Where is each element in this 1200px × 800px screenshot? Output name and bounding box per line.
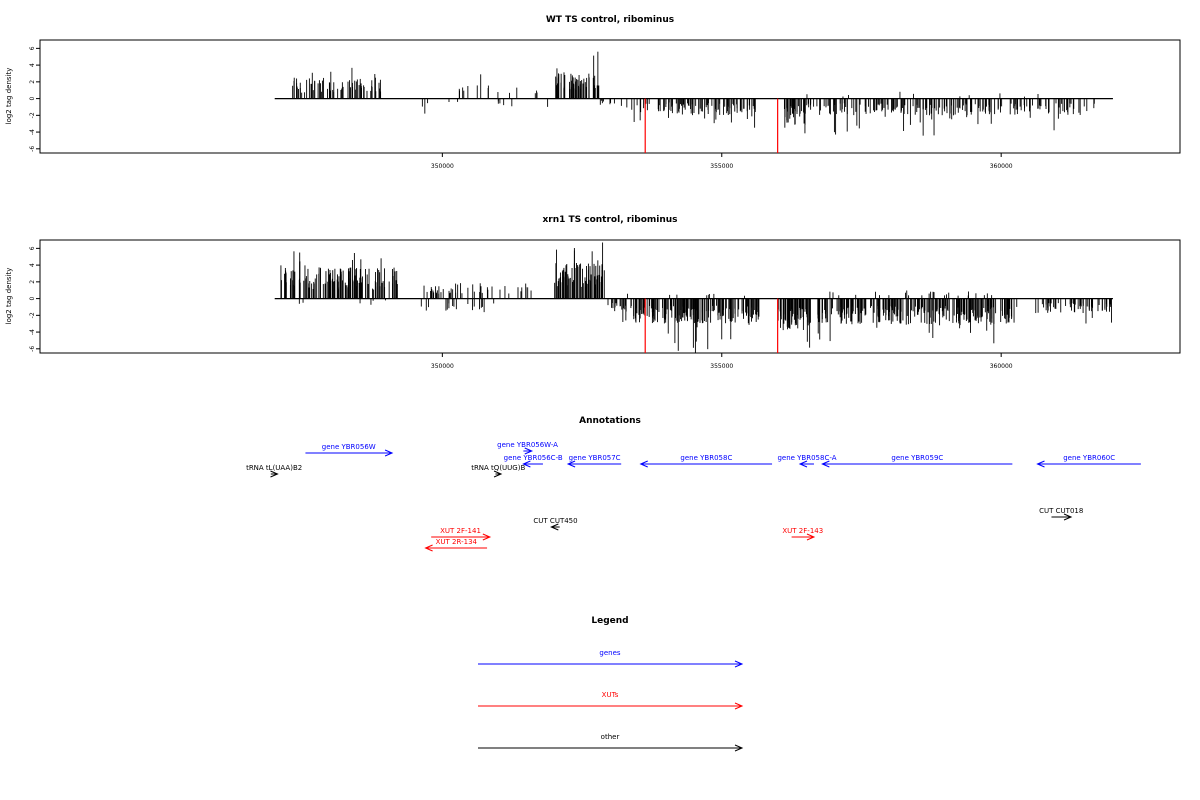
legend-items: genes XUTs other xyxy=(478,649,744,752)
wt-signal-bars xyxy=(292,51,1095,136)
legend-arrow-head xyxy=(734,702,744,710)
wt-highlight-lines xyxy=(644,98,779,153)
wt-plot-frame xyxy=(39,39,1181,154)
annotation-arrow-head xyxy=(524,447,534,455)
annotation-label: gene YBR060C xyxy=(1063,454,1115,462)
wt-y-tick-label: 0 xyxy=(29,97,36,101)
wt-panel: WT TS control, ribominus log2 tag densit… xyxy=(5,15,1181,170)
annotation-arrow-head xyxy=(522,460,531,468)
xrn1-x-tick-label: 350000 xyxy=(431,363,454,370)
wt-y-axis-label: log2 tag density xyxy=(5,68,13,125)
annotation-feature: gene YBR056W-A xyxy=(497,441,558,455)
wt-x-tick-label: 350000 xyxy=(431,163,454,170)
annotations-panel: Annotations gene YBR056W gene YBR056W-Age… xyxy=(246,416,1141,552)
annotation-label: tRNA tQ(UUG)B xyxy=(471,464,525,472)
legend-arrow-head xyxy=(734,660,744,668)
annotation-feature: gene YBR056W xyxy=(305,443,394,457)
wt-y-tick-label: -6 xyxy=(29,146,36,152)
legend-arrow-head xyxy=(734,744,744,752)
annotation-label: gene YBR056C-B xyxy=(504,454,563,462)
annotation-arrow-head xyxy=(493,470,503,478)
annotation-feature: CUT CUT018 xyxy=(1039,507,1083,521)
xrn1-y-axis-label: log2 tag density xyxy=(5,268,13,325)
xrn1-panel: xrn1 TS control, ribominus log2 tag dens… xyxy=(5,215,1181,370)
wt-y-tick-label: 6 xyxy=(29,46,36,50)
annotation-feature: gene YBR059C xyxy=(821,454,1013,468)
legend-item-label: XUTs xyxy=(602,691,619,699)
annotation-feature: tRNA tQ(UUG)B xyxy=(471,464,525,478)
annotation-arrow-head xyxy=(1036,460,1045,468)
annotation-label: gene YBR058C xyxy=(680,454,732,462)
annotation-label: gene YBR056W xyxy=(322,443,376,451)
annotation-feature: XUT 2R-134 xyxy=(424,538,488,552)
legend-item-label: other xyxy=(601,733,620,741)
annotation-label: gene YBR058C-A xyxy=(777,454,836,462)
xrn1-highlight-lines xyxy=(644,298,779,353)
annotation-label: XUT 2F-143 xyxy=(782,527,823,535)
xrn1-signal-bars xyxy=(280,242,1112,353)
annotation-label: tRNA tL(UAA)B2 xyxy=(246,464,302,472)
legend-item-label: genes xyxy=(599,649,620,657)
annotation-label: gene YBR059C xyxy=(891,454,943,462)
wt-panel-title: WT TS control, ribominus xyxy=(546,15,674,25)
annotation-arrow-head xyxy=(384,449,394,457)
annotations-title: Annotations xyxy=(579,416,641,426)
xrn1-y-tick-label: 4 xyxy=(29,263,36,267)
annotation-arrow-head xyxy=(566,460,576,468)
wt-y-tick-label: 4 xyxy=(29,63,36,67)
xrn1-y-tick-label: 2 xyxy=(29,280,36,284)
xrn1-x-tick-label: 355000 xyxy=(710,363,733,370)
annotation-features: gene YBR056W gene YBR056W-A gene YBR056C-B… xyxy=(246,441,1141,552)
annotation-label: CUT CUT450 xyxy=(533,517,577,525)
annotation-feature: gene YBR058C-A xyxy=(777,454,837,468)
annotation-feature: CUT CUT450 xyxy=(533,517,578,531)
legend-item: XUTs xyxy=(478,691,744,710)
annotation-arrow-head xyxy=(798,460,808,468)
wt-y-tick-label: -2 xyxy=(29,112,36,118)
xrn1-y-tick-label: 6 xyxy=(29,246,36,250)
annotation-arrow-head xyxy=(806,533,816,541)
annotation-label: gene YBR056W-A xyxy=(497,441,558,449)
annotation-arrow-head xyxy=(1063,513,1073,521)
wt-x-axis: 350000 355000 360000 xyxy=(431,153,1013,170)
xrn1-y-tick-label: -2 xyxy=(29,312,36,318)
annotation-feature: gene YBR058C xyxy=(639,454,773,468)
annotation-feature: XUT 2F-143 xyxy=(782,527,823,541)
annotation-label: XUT 2F-141 xyxy=(440,527,481,535)
annotation-label: CUT CUT018 xyxy=(1039,507,1083,515)
legend-panel: Legend genes XUTs other xyxy=(478,616,744,752)
xrn1-y-axis: -6 -4 -2 0 2 4 6 xyxy=(29,246,40,352)
annotation-feature: XUT 2F-141 xyxy=(431,527,492,541)
annotation-feature: gene YBR060C xyxy=(1036,454,1141,468)
wt-y-tick-label: 2 xyxy=(29,80,36,84)
legend-item: other xyxy=(478,733,744,752)
xrn1-panel-title: xrn1 TS control, ribominus xyxy=(542,215,677,225)
xrn1-x-axis: 350000 355000 360000 xyxy=(431,353,1013,370)
xrn1-y-tick-label: 0 xyxy=(29,297,36,301)
xrn1-x-tick-label: 360000 xyxy=(990,363,1013,370)
annotation-label: XUT 2R-134 xyxy=(436,538,478,546)
annotation-arrow-head xyxy=(424,544,433,552)
wt-x-tick-label: 355000 xyxy=(710,163,733,170)
annotation-arrow-head xyxy=(639,460,648,468)
annotation-arrow-head xyxy=(550,523,559,531)
annotation-arrow-head xyxy=(482,533,492,541)
annotation-arrow-head xyxy=(270,470,279,478)
wt-y-tick-label: -4 xyxy=(29,129,36,135)
xrn1-plot-frame xyxy=(39,239,1181,354)
annotation-arrow-head xyxy=(821,460,830,468)
legend-title: Legend xyxy=(591,616,628,626)
xrn1-y-tick-label: -6 xyxy=(29,346,36,352)
annotation-label: gene YBR057C xyxy=(569,454,621,462)
annotation-feature: tRNA tL(UAA)B2 xyxy=(246,464,302,478)
wt-y-axis: -6 -4 -2 0 2 4 6 xyxy=(29,46,40,152)
annotation-feature: gene YBR056C-B xyxy=(504,454,563,468)
annotation-feature: gene YBR057C xyxy=(566,454,622,468)
wt-x-tick-label: 360000 xyxy=(990,163,1013,170)
legend-item: genes xyxy=(478,649,744,668)
xrn1-y-tick-label: -4 xyxy=(29,329,36,335)
